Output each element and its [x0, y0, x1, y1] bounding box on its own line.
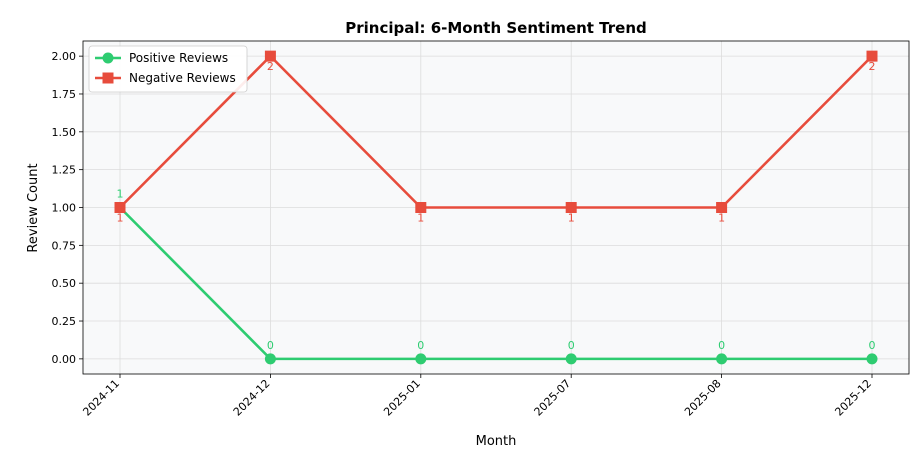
data-labels: 1 0 0 0 0 0 1 2 1 1 1 2	[117, 60, 876, 352]
x-tick-label: 2024-11	[80, 377, 122, 419]
positive-reviews-point	[866, 353, 878, 365]
x-tick-label: 2025-07	[532, 377, 574, 419]
negative-reviews-data-label: 1	[718, 212, 725, 225]
positive-reviews-point	[716, 353, 728, 365]
y-tick-label: 0.25	[52, 315, 77, 328]
negative-reviews-data-label: 1	[417, 212, 424, 225]
legend-box	[88, 45, 248, 93]
y-tick-label: 1.50	[52, 126, 77, 139]
legend-negative-reviews-marker	[102, 72, 114, 84]
y-tick-label: 0.00	[52, 353, 77, 366]
positive-reviews-data-label: 0	[718, 339, 725, 352]
positive-reviews-point	[415, 353, 427, 365]
y-tick-label: 1.25	[52, 164, 77, 177]
negative-reviews-data-label: 2	[869, 60, 876, 73]
negative-reviews-point	[415, 202, 427, 213]
y-tick-label: 0.75	[52, 239, 77, 252]
x-tick-label: 2024-12	[231, 377, 273, 419]
positive-reviews-line	[118, 206, 874, 361]
negative-reviews-data-label: 1	[117, 212, 124, 225]
y-tick-label: 0.50	[52, 277, 77, 290]
positive-reviews-data-label: 1	[117, 188, 124, 201]
y-tick-label: 1.00	[52, 202, 77, 215]
x-axis-ticks: 2024-11 2024-12 2025-01 2025-07 2025-08 2025-…	[80, 374, 874, 419]
positive-reviews-point	[565, 353, 577, 365]
negative-reviews-point	[565, 202, 577, 213]
y-axis-ticks: 0.00 0.25 0.50 0.75 1.00 1.25 1.50 1.75 2.00	[52, 50, 83, 366]
y-axis-label: Review Count	[26, 163, 41, 252]
legend-positive-reviews-label: Positive Reviews	[129, 51, 228, 65]
negative-reviews-data-label: 2	[267, 60, 274, 73]
series-markers	[114, 50, 878, 365]
positive-reviews-point	[264, 353, 276, 365]
positive-reviews-data-label: 0	[568, 339, 575, 352]
y-tick-label: 2.00	[52, 50, 77, 63]
x-tick-label: 2025-12	[832, 377, 874, 419]
legend-negative-reviews-label: Negative Reviews	[129, 71, 236, 85]
negative-reviews-point	[866, 50, 878, 62]
x-tick-label: 2025-01	[381, 377, 423, 419]
negative-reviews-point	[114, 202, 126, 213]
x-tick-label: 2025-08	[682, 377, 724, 419]
legend-positive-reviews-marker	[102, 52, 114, 64]
negative-reviews-point	[716, 202, 728, 213]
positive-reviews-data-label: 0	[417, 339, 424, 352]
chart-legend: Positive Reviews Negative Reviews	[88, 45, 248, 93]
x-axis-label: Month	[476, 434, 517, 449]
positive-reviews-data-label: 0	[267, 339, 274, 352]
y-tick-label: 1.75	[52, 88, 77, 101]
negative-reviews-point	[264, 50, 276, 62]
chart-title: Principal: 6-Month Sentiment Trend	[345, 19, 647, 37]
negative-reviews-data-label: 1	[568, 212, 575, 225]
positive-reviews-data-label: 0	[869, 339, 876, 352]
